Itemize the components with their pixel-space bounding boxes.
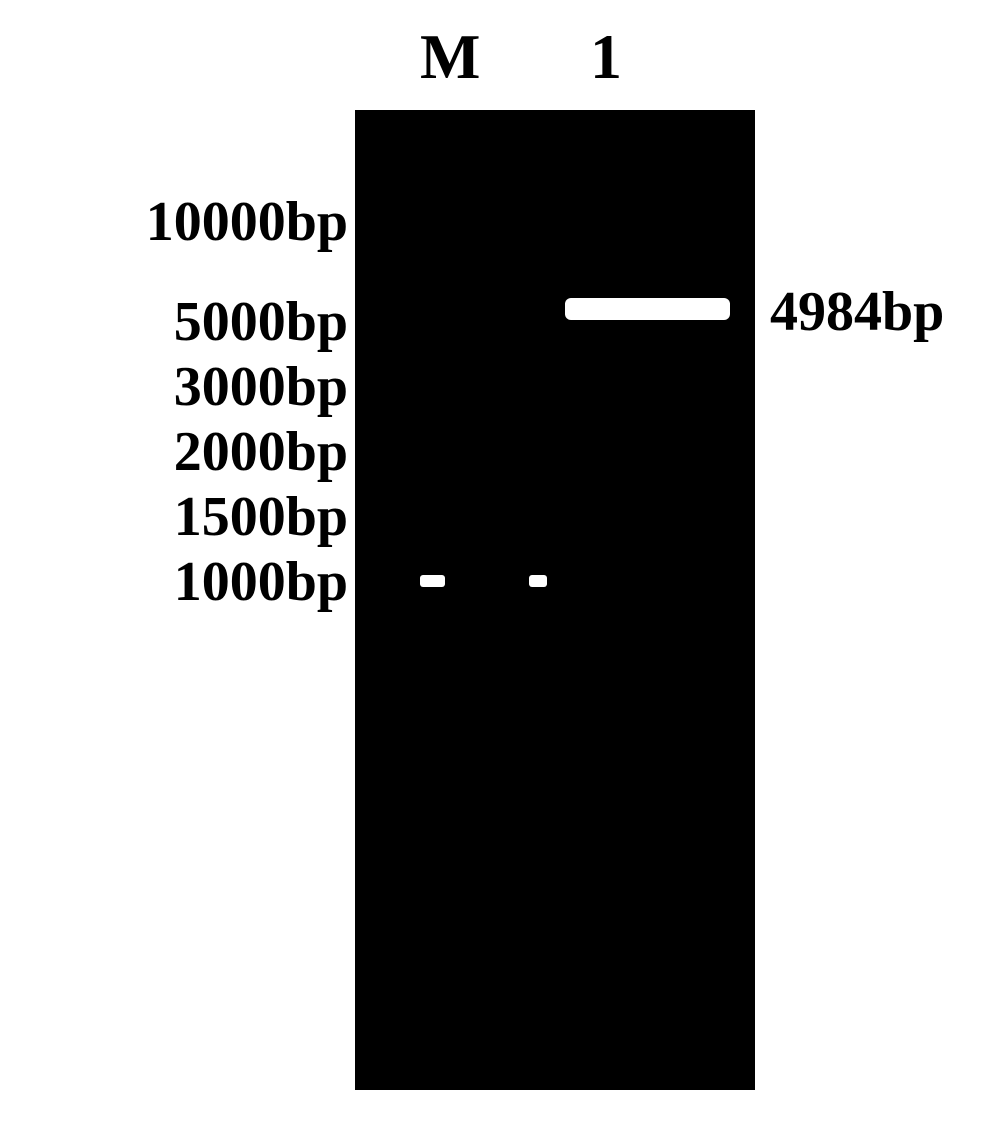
ladder-dot-1 (420, 575, 445, 587)
ladder-label-3000bp: 3000bp (8, 355, 348, 419)
ladder-label-1500bp: 1500bp (8, 485, 348, 549)
sample-band (565, 298, 730, 320)
lane-header-marker: M (420, 20, 480, 94)
ladder-label-2000bp: 2000bp (8, 420, 348, 484)
ladder-dot-2 (529, 575, 547, 587)
ladder-label-5000bp: 5000bp (8, 290, 348, 354)
sample-band-label: 4984bp (770, 280, 944, 344)
ladder-label-1000bp: 1000bp (8, 550, 348, 614)
lane-header-sample: 1 (590, 20, 622, 94)
gel-lane-container (355, 110, 755, 1090)
ladder-label-10000bp: 10000bp (8, 190, 348, 254)
